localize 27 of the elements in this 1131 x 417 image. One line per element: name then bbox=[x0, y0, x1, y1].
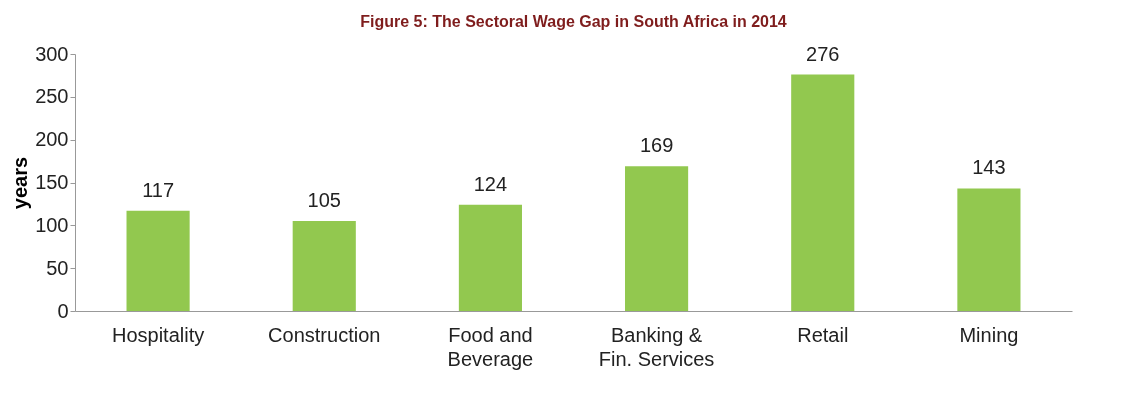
bar bbox=[625, 166, 689, 311]
x-tick-label: Mining bbox=[959, 323, 1019, 346]
y-tick-label: 200 bbox=[35, 128, 69, 151]
y-tick-label: 300 bbox=[35, 42, 69, 65]
y-tick-label: 100 bbox=[35, 213, 69, 236]
y-tick-label: 250 bbox=[35, 85, 69, 108]
bar bbox=[957, 188, 1021, 311]
x-tick-label: Food and Beverage bbox=[447, 323, 534, 370]
data-label: 105 bbox=[307, 189, 341, 212]
y-tick-label: 0 bbox=[57, 299, 69, 322]
x-tick-label: Banking & Fin. Services bbox=[598, 323, 715, 370]
data-label: 117 bbox=[142, 178, 175, 201]
x-tick-label: Construction bbox=[268, 323, 381, 346]
y-tick-label: 150 bbox=[35, 171, 69, 193]
chart-title: Figure 5: The Sectoral Wage Gap in South Africa in 2014 bbox=[360, 13, 787, 30]
y-tick-label: 50 bbox=[46, 256, 69, 279]
data-label: 169 bbox=[639, 134, 674, 157]
data-label: 124 bbox=[473, 172, 508, 195]
x-tick-label: Hospitality bbox=[111, 323, 205, 346]
data-label: 276 bbox=[806, 42, 840, 65]
bar bbox=[791, 74, 855, 311]
data-label: 143 bbox=[972, 156, 1006, 179]
bar bbox=[126, 210, 190, 311]
bar bbox=[458, 204, 522, 311]
y-axis-title: years bbox=[9, 156, 32, 210]
x-tick-label: Retail bbox=[797, 323, 849, 346]
bar bbox=[292, 221, 356, 311]
